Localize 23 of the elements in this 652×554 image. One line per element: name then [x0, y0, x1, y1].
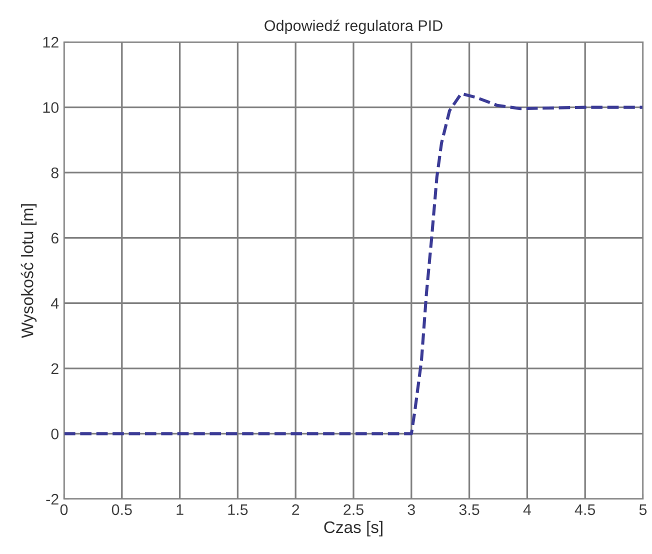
- x-tick-label: 0.5: [112, 504, 132, 516]
- y-tick-label: 2: [51, 363, 58, 374]
- y-tick-label: 4: [50, 298, 59, 309]
- x-tick-label: 3: [408, 504, 415, 516]
- y-tick-label: 6: [51, 232, 58, 244]
- line-series: [64, 92, 643, 436]
- x-axis-title: Czas [s]: [324, 520, 382, 536]
- x-tick-label: 4.5: [574, 504, 596, 516]
- y-tick-label: 12: [43, 36, 58, 48]
- x-tick-label: 0: [60, 504, 68, 516]
- y-axis-title: Wysokość lotu [m]: [20, 204, 37, 338]
- x-tick-label: 1.5: [228, 504, 248, 516]
- x-tick-label: 3.5: [459, 504, 480, 516]
- y-tick-label: -2: [46, 494, 58, 505]
- y-tick-label: 8: [51, 167, 58, 178]
- x-tick-label: 1: [176, 504, 184, 515]
- x-tick-label: 2: [292, 504, 300, 515]
- x-tick-label: 4: [523, 504, 531, 515]
- x-tick-label: 5: [639, 504, 647, 516]
- chart-title: Odpowiedź regulatora PID: [264, 20, 442, 34]
- y-tick-label: 0: [51, 428, 59, 440]
- y-tick-label: 10: [43, 102, 59, 113]
- x-tick-label: 2.5: [344, 504, 364, 516]
